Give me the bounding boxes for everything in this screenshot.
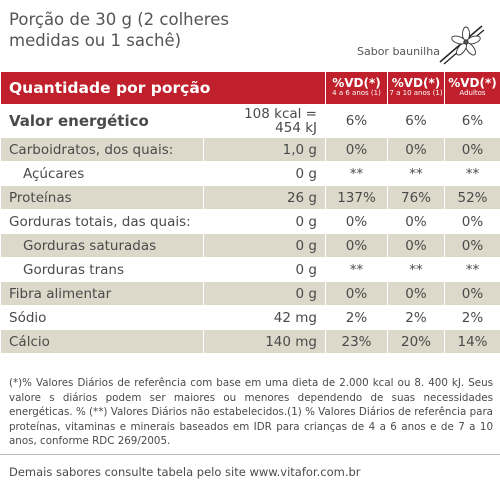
row-label: Cálcio (0, 329, 204, 354)
table-row-fiber: Fibra alimentar 0 g 0% 0% 0% (0, 281, 500, 306)
table-row-calcium: Cálcio 140 mg 23% 20% 14% (0, 329, 500, 354)
energy-kj: 454 kJ (275, 120, 317, 136)
vd-label: %VD(*) (332, 76, 381, 90)
row-quantity: 108 kcal = 454 kJ (203, 104, 326, 138)
table-row-total-fat: Gorduras totais, das quais: 0 g 0% 0% 0% (0, 209, 500, 234)
row-vd-3: ** (444, 257, 500, 282)
vd-note: (1) (370, 89, 381, 97)
row-quantity: 42 mg (203, 305, 326, 330)
row-vd-3: 14% (444, 329, 500, 354)
vd-sub: 4 a 6 anos (1) (326, 88, 387, 98)
row-label: Gorduras totais, das quais: (0, 209, 204, 234)
table-title: Quantidade por porção (0, 71, 326, 105)
vd-sub: Adultos (445, 88, 500, 98)
row-quantity: 140 mg (203, 329, 326, 354)
table-row-sodium: Sódio 42 mg 2% 2% 2% (0, 305, 500, 330)
row-vd-1: 0% (325, 281, 388, 306)
row-vd-1: 0% (325, 233, 388, 258)
row-vd-3: 0% (444, 281, 500, 306)
vd-note: (1) (432, 89, 443, 97)
row-vd-2: ** (387, 257, 445, 282)
row-vd-2: 0% (387, 137, 445, 162)
row-quantity: 0 g (203, 161, 326, 186)
vd-column-adults: %VD(*) Adultos (444, 71, 500, 105)
table-row-saturated-fat: Gorduras saturadas 0 g 0% 0% 0% (0, 233, 500, 258)
table-header: Quantidade por porção %VD(*) 4 a 6 anos … (0, 71, 500, 105)
divider (0, 454, 500, 455)
row-quantity: 0 g (203, 209, 326, 234)
row-quantity: 0 g (203, 233, 326, 258)
energy-kcal: 108 kcal = (244, 106, 317, 122)
vd-sub-text: Adultos (459, 89, 486, 97)
row-label: Açúcares (0, 161, 204, 186)
row-vd-1: ** (325, 161, 388, 186)
row-vd-3: ** (444, 161, 500, 186)
table-row-proteins: Proteínas 26 g 137% 76% 52% (0, 185, 500, 210)
row-vd-1: 6% (325, 104, 388, 138)
row-vd-1: ** (325, 257, 388, 282)
vd-column-7-10: %VD(*) 7 a 10 anos (1) (387, 71, 445, 105)
row-label: Valor energético (0, 104, 204, 138)
row-label: Fibra alimentar (0, 281, 204, 306)
portion-info: Porção de 30 g (2 colheres medidas ou 1 … (9, 9, 339, 51)
row-vd-2: 0% (387, 281, 445, 306)
table-row-trans-fat: Gorduras trans 0 g ** ** ** (0, 257, 500, 282)
row-vd-1: 23% (325, 329, 388, 354)
portion-line-2: medidas ou 1 sachê) (9, 31, 182, 50)
vd-sub-text: 4 a 6 anos (332, 89, 369, 97)
row-vd-2: 20% (387, 329, 445, 354)
row-vd-2: 2% (387, 305, 445, 330)
row-vd-2: ** (387, 161, 445, 186)
row-vd-2: 0% (387, 233, 445, 258)
row-vd-3: 6% (444, 104, 500, 138)
table-row-carbohydrates: Carboidratos, dos quais: 1,0 g 0% 0% 0% (0, 137, 500, 162)
table-row-energy: Valor energético 108 kcal = 454 kJ 6% 6% … (0, 104, 500, 138)
row-label: Sódio (0, 305, 204, 330)
row-label: Proteínas (0, 185, 204, 210)
row-label: Gorduras trans (0, 257, 204, 282)
row-vd-3: 52% (444, 185, 500, 210)
other-flavors-note: Demais sabores consulte tabela pelo site… (9, 465, 361, 479)
vd-label: %VD(*) (391, 76, 441, 90)
vd-column-4-6: %VD(*) 4 a 6 anos (1) (325, 71, 388, 105)
row-vd-2: 6% (387, 104, 445, 138)
row-vd-3: 2% (444, 305, 500, 330)
vd-label: %VD(*) (448, 76, 497, 90)
row-vd-1: 2% (325, 305, 388, 330)
vd-sub: 7 a 10 anos (1) (388, 88, 444, 98)
row-label: Carboidratos, dos quais: (0, 137, 204, 162)
row-vd-1: 137% (325, 185, 388, 210)
flavor-label: Sabor baunilha (357, 45, 440, 58)
row-quantity: 0 g (203, 257, 326, 282)
row-quantity: 26 g (203, 185, 326, 210)
footnote: (*)% Valores Diários de referência com b… (9, 377, 493, 447)
row-quantity: 1,0 g (203, 137, 326, 162)
row-vd-3: 0% (444, 233, 500, 258)
table-row-sugars: Açúcares 0 g ** ** ** (0, 161, 500, 186)
row-vd-1: 0% (325, 209, 388, 234)
portion-line-1: Porção de 30 g (2 colheres (9, 10, 229, 29)
nutrition-table: Quantidade por porção %VD(*) 4 a 6 anos … (0, 71, 500, 354)
row-label: Gorduras saturadas (0, 233, 204, 258)
row-vd-2: 76% (387, 185, 445, 210)
row-vd-3: 0% (444, 209, 500, 234)
row-vd-2: 0% (387, 209, 445, 234)
row-quantity: 0 g (203, 281, 326, 306)
row-vd-1: 0% (325, 137, 388, 162)
vanilla-flower-icon (439, 25, 485, 65)
vd-sub-text: 7 a 10 anos (389, 89, 431, 97)
row-vd-3: 0% (444, 137, 500, 162)
